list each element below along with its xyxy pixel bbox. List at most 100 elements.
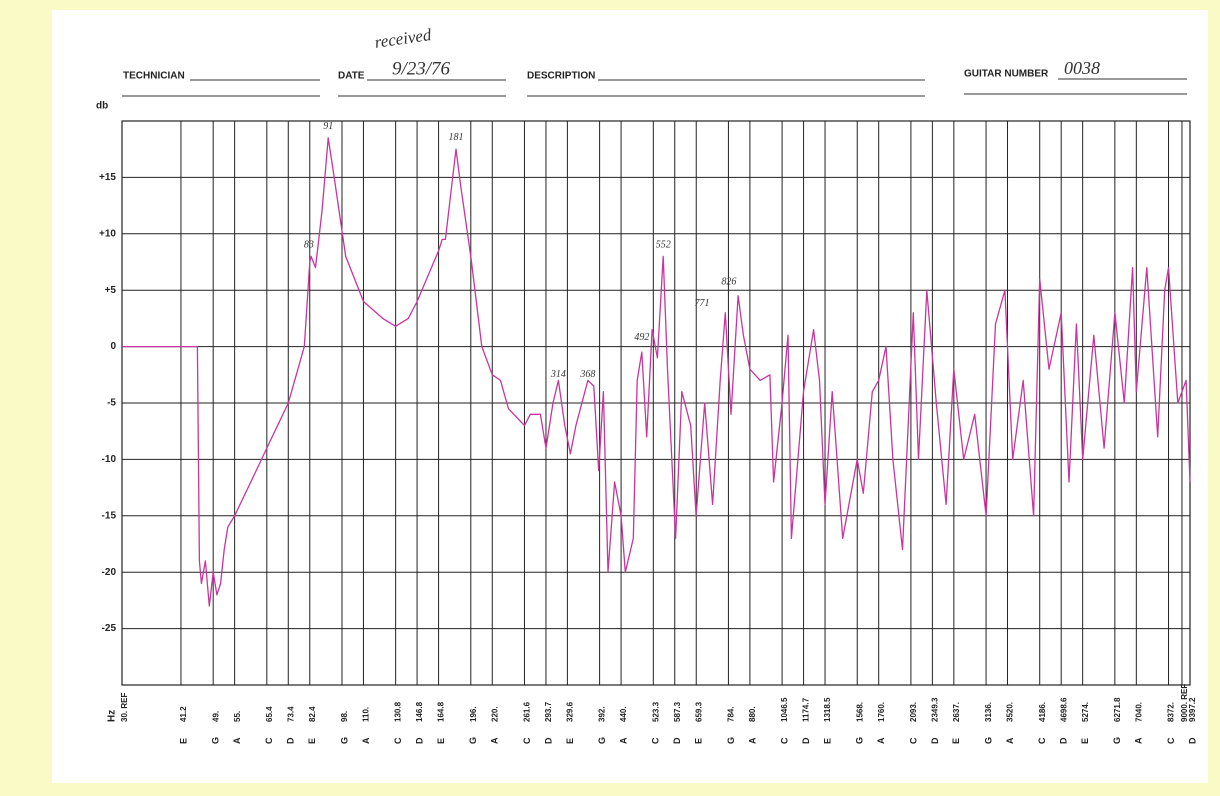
x-tick-label: 7040. xyxy=(1134,702,1143,722)
x-tick-label: 4698.6 xyxy=(1059,697,1068,722)
x-tick-label: 1046.5 xyxy=(780,697,789,722)
x-note-label: G xyxy=(339,737,349,744)
x-tick-label: 55. xyxy=(233,711,242,722)
y-tick-label: +10 xyxy=(99,228,116,239)
x-note-label: G xyxy=(983,737,993,744)
x-note-label: A xyxy=(618,737,628,744)
x-tick-label: 110. xyxy=(362,707,371,722)
x-tick-label: 196. xyxy=(469,706,478,722)
x-note-label: G xyxy=(597,737,607,744)
date-label: DATE xyxy=(338,71,365,82)
x-tick-label: 3136. xyxy=(984,702,993,722)
x-tick-label: 164.8 xyxy=(437,701,446,722)
x-note-label: A xyxy=(361,737,371,744)
x-tick-label: 2637. xyxy=(952,702,961,722)
x-tick-label: 9397.2 xyxy=(1188,697,1197,722)
x-tick-label: 523.3 xyxy=(651,701,660,722)
x-tick-label: 130.8 xyxy=(394,701,403,722)
x-note-label: C xyxy=(393,737,403,744)
y-tick-label: -15 xyxy=(102,510,117,521)
x-note-label: E xyxy=(951,738,961,744)
x-note-label: D xyxy=(543,737,553,744)
x-note-label: A xyxy=(490,737,500,744)
y-tick-label: +15 xyxy=(99,172,116,183)
x-note-label: A xyxy=(747,737,757,744)
y-tick-label: 0 xyxy=(110,341,116,352)
guitar-number-label: GUITAR NUMBER xyxy=(964,69,1049,80)
x-tick-label: 1568. xyxy=(855,702,864,722)
y-tick-label: -20 xyxy=(102,567,117,578)
description-label: DESCRIPTION xyxy=(527,71,595,82)
x-note-label: C xyxy=(1166,737,1176,744)
x-tick-label: 8372. xyxy=(1167,702,1176,722)
x-note-label: A xyxy=(1005,737,1015,744)
x-note-label: A xyxy=(232,737,242,744)
x-tick-label: 1174.7 xyxy=(802,697,811,722)
x-note-label: D xyxy=(672,737,682,744)
x-tick-label: 2349.3 xyxy=(930,697,939,722)
x-tick-label: 587.3 xyxy=(673,701,682,722)
x-tick-label: 261.6 xyxy=(523,701,532,722)
annotation: 771 xyxy=(694,298,709,309)
x-tick-label: 329.6 xyxy=(566,701,575,722)
x-tick-label: 146.8 xyxy=(415,701,424,722)
x-note-label: C xyxy=(651,737,661,744)
x-tick-label: 65.4 xyxy=(265,706,274,722)
x-tick-label: 2093. xyxy=(909,702,918,722)
x-note-label: G xyxy=(726,737,736,744)
x-tick-label: 220. xyxy=(490,706,499,722)
x-note-label: C xyxy=(1037,737,1047,744)
annotation: 552 xyxy=(656,239,671,250)
annotation: 826 xyxy=(721,277,736,288)
x-tick-label: 73.4 xyxy=(286,706,295,722)
x-note-label: C xyxy=(908,737,918,744)
x-tick-label: 392. xyxy=(598,706,607,722)
x-tick-label: 4186. xyxy=(1038,702,1047,722)
x-note-label: E xyxy=(436,738,446,744)
x-tick-label: 880. xyxy=(748,706,757,722)
y-tick-label: -25 xyxy=(102,623,117,634)
annotation: 492 xyxy=(634,332,649,343)
x-tick-label: 3520. xyxy=(1006,702,1015,722)
x-tick-label: 784. xyxy=(727,706,736,722)
x-note-label: C xyxy=(522,737,532,744)
x-tick-label: 440. xyxy=(619,706,628,722)
x-note-label: G xyxy=(211,737,221,744)
x-note-label: G xyxy=(855,737,865,744)
x-note-label: E xyxy=(1080,738,1090,744)
x-tick-label: 1318.5 xyxy=(823,697,832,722)
x-axis-label: Hz xyxy=(107,710,118,722)
x-note-label: D xyxy=(1187,737,1197,744)
x-note-label: E xyxy=(694,738,704,744)
x-tick-label: 293.7 xyxy=(544,701,553,722)
date-value: 9/23/76 xyxy=(392,58,451,79)
x-note-label: C xyxy=(779,737,789,744)
x-note-label: E xyxy=(178,738,188,744)
paper xyxy=(52,10,1208,783)
x-note-label: A xyxy=(1134,737,1144,744)
y-axis-label: db xyxy=(96,101,108,112)
x-tick-label: 82.4 xyxy=(308,706,317,722)
x-note-label: E xyxy=(565,738,575,744)
x-tick-label: 6271.8 xyxy=(1113,697,1122,722)
x-note-label: C xyxy=(264,737,274,744)
annotation: 91 xyxy=(323,121,333,132)
x-note-label: G xyxy=(468,737,478,744)
x-tick-label: 98. xyxy=(340,711,349,722)
annotation: 368 xyxy=(579,369,595,380)
x-note-label: D xyxy=(1059,737,1069,744)
x-tick-label: 49. xyxy=(211,711,220,722)
x-note-label: D xyxy=(801,737,811,744)
annotation: 314 xyxy=(550,369,566,380)
x-tick-label: 41.2 xyxy=(179,706,188,722)
x-tick-label: 9000. REF xyxy=(1180,684,1189,722)
x-note-label: D xyxy=(930,737,940,744)
x-note-label: D xyxy=(414,737,424,744)
x-note-label: E xyxy=(307,738,317,744)
x-note-label: E xyxy=(822,738,832,744)
technician-label: TECHNICIAN xyxy=(123,71,185,82)
x-tick-label: 1760. xyxy=(877,702,886,722)
y-tick-label: +5 xyxy=(105,285,117,296)
x-note-label: A xyxy=(876,737,886,744)
